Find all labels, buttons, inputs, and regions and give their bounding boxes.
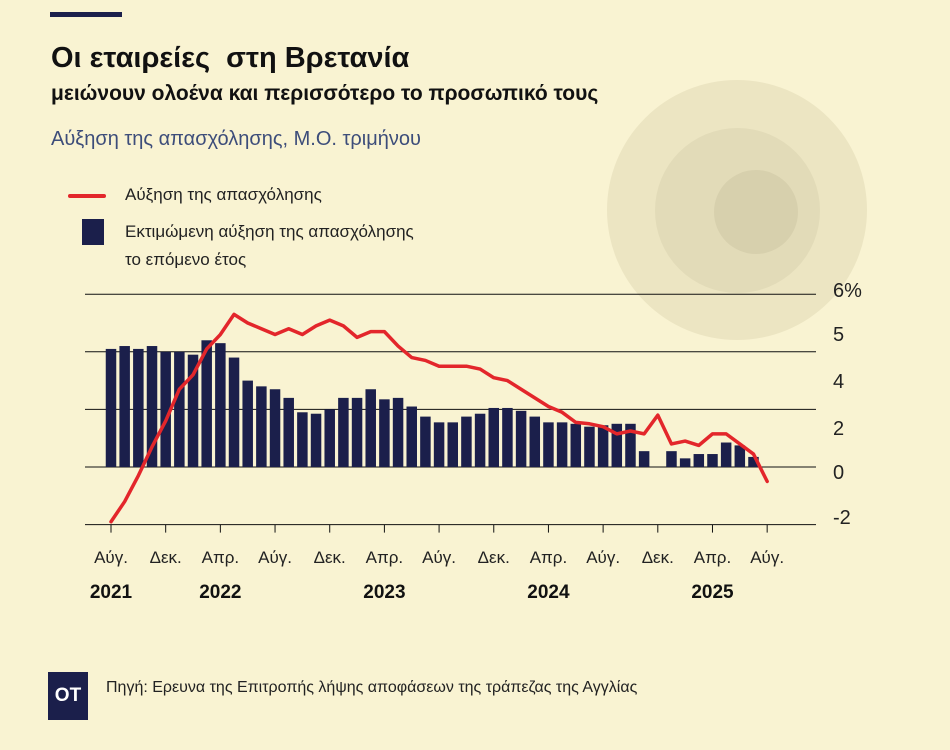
x-tick-label: Δεκ. — [642, 548, 674, 567]
bar — [119, 346, 130, 467]
bar — [201, 340, 212, 467]
bar — [269, 389, 281, 467]
bar — [474, 413, 486, 467]
bar — [611, 423, 623, 467]
bar — [734, 445, 746, 467]
bar — [461, 416, 472, 467]
bar — [146, 346, 158, 467]
x-tick-label: Αύγ. — [586, 548, 620, 567]
source-note: Πηγή: Ερευνα της Επιτροπής λήψης αποφάσε… — [106, 679, 638, 696]
bar — [283, 397, 294, 467]
y-tick-label: -2 — [833, 507, 851, 529]
x-tick-label: Απρ. — [694, 548, 731, 567]
bar — [570, 423, 582, 467]
year-label: 2025 — [691, 582, 734, 603]
ot-logo: OT — [48, 672, 88, 720]
top-accent-bar — [50, 12, 122, 17]
y-tick-label: 5 — [833, 324, 844, 346]
y-tick-label: 0 — [833, 462, 844, 484]
legend-bar-swatch — [82, 219, 104, 245]
bar — [406, 406, 417, 467]
chart-title: Οι εταιρείες στη Βρετανία — [51, 42, 410, 74]
x-tick-label: Δεκ. — [478, 548, 510, 567]
bar — [365, 389, 376, 467]
bar — [160, 351, 171, 467]
bar — [447, 422, 458, 467]
decorative-circle-inner — [714, 170, 798, 254]
bar — [215, 343, 226, 467]
bar — [584, 426, 595, 467]
bar — [256, 386, 267, 467]
year-label: 2022 — [199, 582, 241, 603]
bar — [625, 423, 636, 467]
y-tick-label: 6% — [833, 280, 862, 302]
x-tick-label: Αύγ. — [750, 548, 784, 567]
x-tick-label: Δεκ. — [314, 548, 346, 567]
bar — [543, 422, 554, 467]
bar — [174, 351, 185, 467]
bar — [720, 442, 732, 467]
x-tick-label: Αύγ. — [422, 548, 456, 567]
bar — [666, 451, 677, 467]
bar — [379, 399, 390, 467]
bar — [187, 354, 199, 467]
y-tick-label: 4 — [833, 371, 844, 393]
bar — [748, 456, 759, 467]
x-tick-label: Απρ. — [530, 548, 567, 567]
bar — [529, 416, 541, 467]
bar — [502, 407, 513, 467]
bar — [488, 407, 500, 467]
bar — [597, 425, 609, 467]
bar — [310, 413, 322, 467]
bar — [420, 416, 431, 467]
x-tick-label: Απρ. — [202, 548, 239, 567]
bar — [515, 410, 527, 467]
bar — [693, 454, 705, 467]
x-tick-label: Απρ. — [366, 548, 403, 567]
legend-line-swatch — [68, 194, 106, 198]
bar — [242, 380, 253, 467]
bar — [707, 454, 718, 467]
legend-line-label: Αύξηση της απασχόλησης — [125, 185, 322, 204]
bar — [638, 451, 650, 467]
x-tick-label: Δεκ. — [150, 548, 182, 567]
bar — [556, 422, 568, 467]
year-label: 2021 — [90, 582, 133, 603]
y-tick-label: 2 — [833, 418, 844, 440]
bar — [133, 348, 144, 467]
legend-bar-label-line1: Εκτιμώμενη αύξηση της απασχόλησης — [125, 222, 414, 241]
bar — [679, 458, 691, 467]
year-label: 2023 — [363, 582, 405, 603]
bar — [433, 422, 445, 467]
bar — [392, 397, 404, 467]
bar — [324, 409, 335, 467]
chart-description: Αύξηση της απασχόλησης, Μ.Ο. τριμήνου — [51, 128, 421, 150]
x-tick-label: Αύγ. — [94, 548, 128, 567]
bar — [351, 397, 363, 467]
employment-growth-line — [109, 312, 769, 524]
x-tick-label: Αύγ. — [258, 548, 292, 567]
bar — [297, 412, 308, 467]
legend-bar-label-line2: το επόμενο έτος — [125, 250, 247, 269]
chart-subtitle: μειώνουν ολοένα και περισσότερο το προσω… — [51, 82, 599, 105]
bar — [228, 357, 240, 467]
bar — [105, 348, 117, 467]
bar — [338, 397, 349, 467]
year-label: 2024 — [527, 582, 570, 603]
